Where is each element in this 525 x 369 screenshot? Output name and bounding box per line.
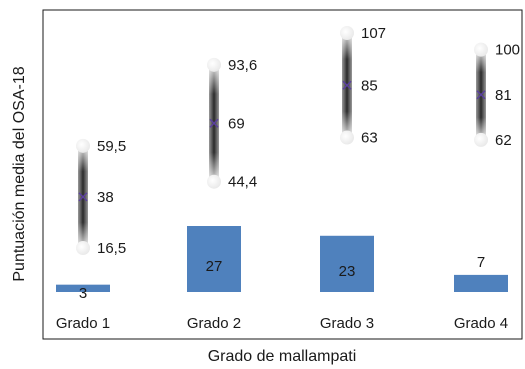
range-mid-marker — [209, 118, 219, 128]
range-low-label: 62 — [495, 132, 512, 149]
x-axis-title: Grado de mallampati — [208, 348, 357, 365]
range-high-label: 59,5 — [97, 138, 126, 155]
range-low-cap — [340, 130, 354, 145]
range-low-label: 63 — [361, 130, 378, 147]
bar — [56, 284, 110, 292]
bar — [320, 235, 374, 292]
range-mid-marker — [342, 80, 352, 90]
range-high-label: 107 — [361, 25, 386, 42]
category-tick-label: Grado 1 — [56, 315, 110, 332]
range-mid-marker — [78, 192, 88, 202]
plot-area — [42, 9, 523, 340]
range-high-cap — [76, 138, 90, 153]
bar-value-label: 3 — [79, 285, 87, 302]
range-high-label: 100 — [495, 42, 520, 59]
range-high-cap — [474, 42, 488, 57]
category-ticks: Grado 1 Grado 2 Grado 3 Grado 4 — [56, 315, 508, 332]
bars-layer: 3 27 23 7 — [56, 226, 508, 302]
bar — [454, 274, 508, 292]
range-low-cap — [76, 241, 90, 255]
category-tick-label: Grado 3 — [320, 315, 374, 332]
bar-value-label: 27 — [206, 258, 223, 275]
category-tick-label: Grado 2 — [187, 315, 241, 332]
range-mid-marker — [476, 90, 486, 100]
range-mid-label: 81 — [495, 87, 512, 104]
bar-value-label: 23 — [339, 263, 356, 280]
category-tick-label: Grado 4 — [454, 315, 508, 332]
range-low-cap — [474, 132, 488, 147]
y-axis-title: Puntuación media del OSA-18 — [11, 66, 28, 281]
range-low-label: 44,4 — [228, 174, 257, 191]
range-low-label: 16,5 — [97, 240, 126, 257]
range-high-label: 93,6 — [228, 57, 257, 74]
bar-value-label: 7 — [477, 254, 485, 271]
range-mid-label: 38 — [97, 189, 114, 206]
ranges-layer: 59,5 38 16,5 93,6 69 44,4 107 85 63 100 81 62 — [76, 25, 520, 257]
bar — [187, 226, 241, 292]
range-low-cap — [207, 174, 221, 189]
range-high-cap — [207, 57, 221, 72]
range-mid-label: 85 — [361, 77, 378, 94]
range-high-cap — [340, 26, 354, 40]
range-mid-label: 69 — [228, 115, 245, 132]
